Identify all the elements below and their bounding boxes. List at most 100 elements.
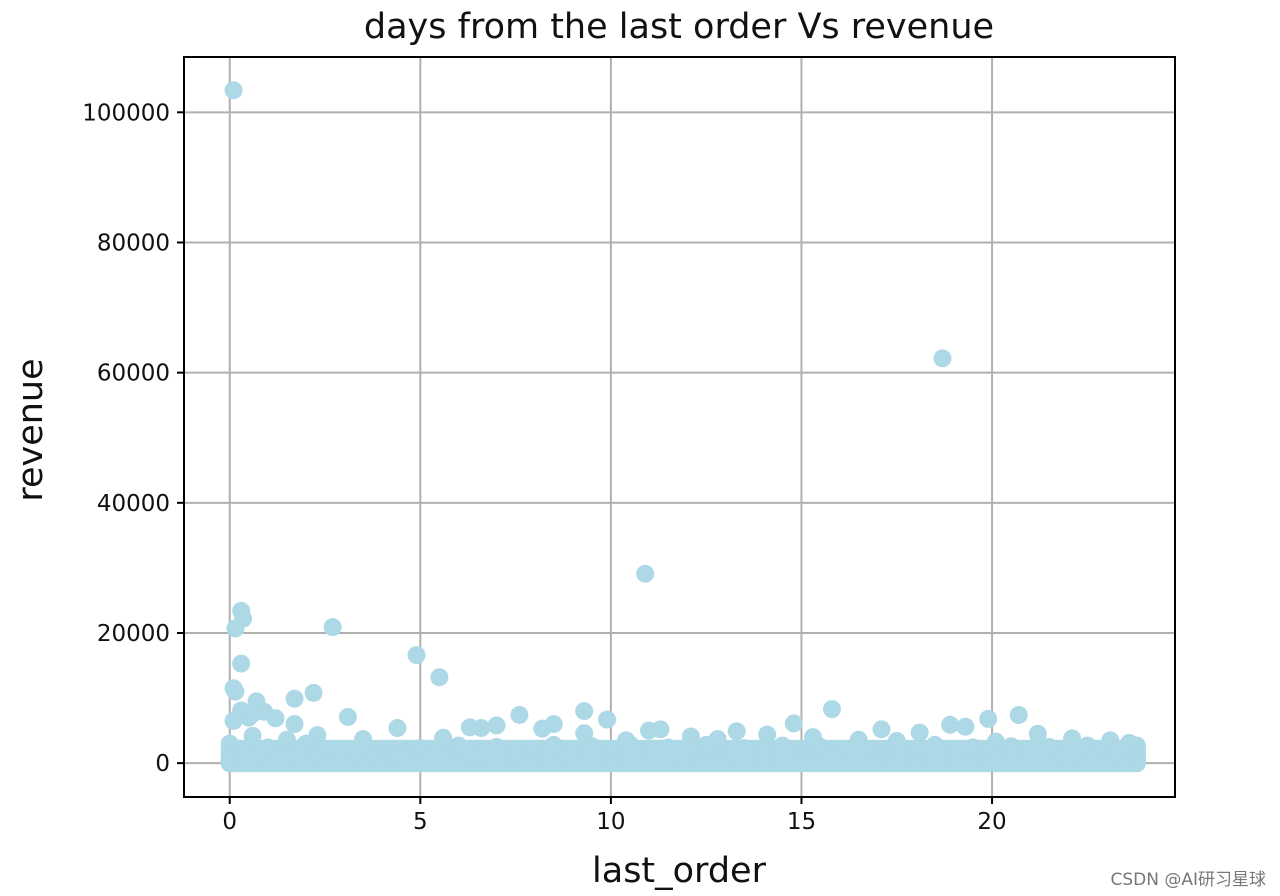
data-point — [563, 752, 582, 771]
data-point — [533, 719, 552, 738]
data-point — [811, 737, 830, 756]
data-point — [678, 754, 697, 773]
data-point — [487, 737, 506, 756]
data-point — [239, 708, 258, 727]
data-point — [1009, 705, 1028, 724]
data-point — [1021, 752, 1040, 771]
data-point — [277, 744, 296, 763]
data-point — [956, 717, 975, 736]
data-point — [411, 752, 430, 771]
x-axis-label: last_order — [592, 851, 767, 891]
data-point — [754, 754, 773, 773]
data-point — [226, 682, 245, 701]
data-points — [220, 81, 1146, 773]
data-point — [735, 739, 754, 758]
data-point — [678, 741, 697, 760]
data-point — [1059, 754, 1078, 773]
data-point — [849, 735, 868, 754]
y-tick-label: 0 — [155, 751, 170, 777]
data-point — [224, 81, 243, 100]
data-point — [277, 730, 296, 749]
data-point — [224, 711, 243, 730]
data-point — [449, 754, 468, 773]
data-point — [822, 700, 841, 719]
data-point — [784, 714, 803, 733]
plot-frame — [183, 56, 1176, 798]
data-point — [296, 734, 315, 753]
data-point — [258, 752, 277, 771]
data-point — [636, 564, 655, 583]
data-point — [430, 745, 449, 764]
grid-lines — [184, 57, 1175, 797]
data-point — [979, 709, 998, 728]
data-point — [1101, 731, 1120, 750]
data-point — [232, 654, 251, 673]
data-point — [1002, 737, 1021, 756]
data-point — [1127, 736, 1146, 755]
y-tick-label: 20000 — [97, 621, 170, 647]
data-point — [575, 724, 594, 743]
x-tick-label: 10 — [596, 809, 625, 835]
data-point — [944, 752, 963, 771]
data-point — [392, 748, 411, 767]
data-point — [983, 741, 1002, 760]
data-point — [338, 707, 357, 726]
data-point — [487, 716, 506, 735]
watermark: CSDN @AI研习星球 — [1110, 870, 1266, 890]
y-axis-label: revenue — [11, 358, 51, 501]
data-point — [411, 739, 430, 758]
x-tick-label: 20 — [977, 809, 1006, 835]
data-point — [407, 646, 426, 665]
data-point — [1063, 729, 1082, 748]
data-point — [434, 728, 453, 747]
y-tick-label: 60000 — [97, 361, 170, 387]
axis-ticks — [177, 111, 994, 804]
y-tick-label: 80000 — [97, 230, 170, 256]
data-point — [472, 719, 491, 738]
data-point — [235, 747, 254, 766]
x-tick-label: 0 — [222, 809, 237, 835]
data-point — [868, 752, 887, 771]
data-point — [758, 725, 777, 744]
data-point — [388, 719, 407, 738]
data-point — [640, 721, 659, 740]
data-point — [266, 709, 285, 728]
x-tick-label: 5 — [413, 809, 428, 835]
data-point — [430, 668, 449, 687]
data-point — [727, 722, 746, 741]
data-point — [335, 752, 354, 771]
data-point — [285, 715, 304, 734]
data-point — [933, 349, 952, 368]
data-point — [316, 739, 335, 758]
data-point — [296, 754, 315, 773]
data-point — [906, 754, 925, 773]
data-point — [487, 752, 506, 771]
data-point — [601, 754, 620, 773]
data-point — [226, 619, 245, 638]
data-point — [925, 735, 944, 754]
data-point — [697, 735, 716, 754]
data-point — [449, 736, 468, 755]
data-point — [659, 738, 678, 757]
data-point — [910, 723, 929, 742]
data-point — [941, 715, 960, 734]
data-point — [773, 736, 792, 755]
chart-title: days from the last order Vs revenue — [364, 7, 994, 47]
data-point — [963, 738, 982, 757]
data-point — [468, 743, 487, 762]
data-point — [1028, 724, 1047, 743]
data-point — [373, 754, 392, 773]
data-point — [285, 689, 304, 708]
data-point — [506, 746, 525, 765]
data-point — [510, 705, 529, 724]
data-point — [640, 752, 659, 771]
data-point — [1040, 737, 1059, 756]
data-point — [582, 737, 601, 756]
data-point — [525, 754, 544, 773]
data-point — [830, 754, 849, 773]
data-point — [792, 752, 811, 771]
y-tick-label: 100000 — [82, 100, 170, 126]
x-tick-labels: 0 5 10 15 20 — [222, 809, 1006, 835]
data-point — [525, 741, 544, 760]
